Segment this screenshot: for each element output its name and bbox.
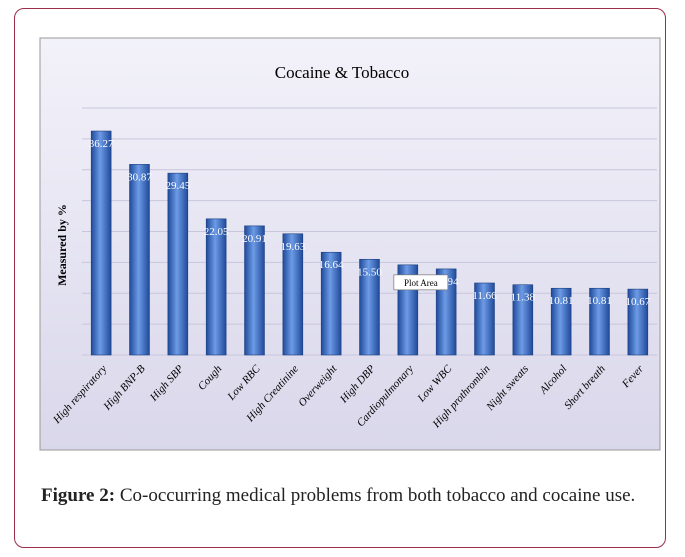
figure-frame (14, 8, 666, 548)
bar (550, 287, 572, 356)
chart-title: Cocaine & Tobacco (275, 63, 409, 82)
tooltip-text: Plot Area (404, 278, 438, 288)
data-label: 29.45 (165, 180, 190, 192)
caption-label: Figure 2: (41, 485, 116, 506)
bar (244, 225, 265, 356)
data-label: 19.63 (280, 241, 305, 253)
bar (167, 172, 189, 356)
data-label: 20.91 (242, 233, 267, 245)
bar (512, 284, 534, 356)
bar (359, 258, 380, 356)
data-label: 36.27 (89, 138, 114, 150)
chart: Cocaine & Tobacco Measured by % 36.27Hig… (39, 37, 661, 451)
data-label: 11.66 (472, 290, 497, 302)
data-label: 16.64 (319, 259, 344, 271)
bar (205, 218, 227, 356)
bar (435, 268, 457, 356)
caption-text: Co-occurring medical problems from both … (119, 485, 636, 506)
bar (589, 287, 610, 356)
bar (474, 282, 495, 356)
caption: Figure 2: Co-occurring medical problems … (41, 482, 657, 509)
bar (627, 288, 649, 356)
y-axis-label: Measured by % (55, 204, 69, 286)
data-label: 10.81 (587, 295, 612, 307)
bar (90, 130, 112, 356)
data-label: 22.05 (204, 226, 229, 238)
tooltip-box (393, 274, 449, 291)
data-label: 10.67 (625, 296, 650, 308)
bar (129, 164, 150, 356)
bar (282, 233, 304, 356)
bar (320, 251, 342, 356)
data-label: 11.38 (511, 292, 536, 304)
data-label: 30.87 (127, 171, 152, 183)
data-label: 15.50 (357, 266, 382, 278)
data-label: 10.81 (549, 295, 574, 307)
